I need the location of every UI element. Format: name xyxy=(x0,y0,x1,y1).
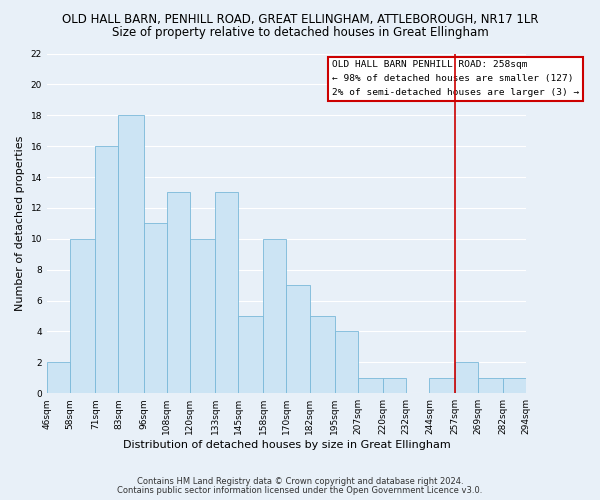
Bar xyxy=(190,239,215,393)
Bar xyxy=(143,224,167,393)
Bar xyxy=(383,378,406,393)
Text: OLD HALL BARN PENHILL ROAD: 258sqm
← 98% of detached houses are smaller (127)
2%: OLD HALL BARN PENHILL ROAD: 258sqm ← 98%… xyxy=(332,60,579,97)
Text: Size of property relative to detached houses in Great Ellingham: Size of property relative to detached ho… xyxy=(112,26,488,39)
Bar xyxy=(503,378,526,393)
Bar xyxy=(118,116,143,393)
Bar xyxy=(335,332,358,393)
Text: Contains HM Land Registry data © Crown copyright and database right 2024.: Contains HM Land Registry data © Crown c… xyxy=(137,477,463,486)
Bar xyxy=(238,316,263,393)
Y-axis label: Number of detached properties: Number of detached properties xyxy=(15,136,25,311)
Bar xyxy=(478,378,503,393)
X-axis label: Distribution of detached houses by size in Great Ellingham: Distribution of detached houses by size … xyxy=(122,440,451,450)
Bar xyxy=(215,192,238,393)
Bar xyxy=(263,239,286,393)
Text: Contains public sector information licensed under the Open Government Licence v3: Contains public sector information licen… xyxy=(118,486,482,495)
Text: OLD HALL BARN, PENHILL ROAD, GREAT ELLINGHAM, ATTLEBOROUGH, NR17 1LR: OLD HALL BARN, PENHILL ROAD, GREAT ELLIN… xyxy=(62,12,538,26)
Bar xyxy=(95,146,118,393)
Bar xyxy=(167,192,190,393)
Bar xyxy=(455,362,478,393)
Bar xyxy=(310,316,335,393)
Bar xyxy=(358,378,383,393)
Bar xyxy=(430,378,455,393)
Bar xyxy=(47,362,70,393)
Bar xyxy=(286,285,310,393)
Bar xyxy=(70,239,95,393)
